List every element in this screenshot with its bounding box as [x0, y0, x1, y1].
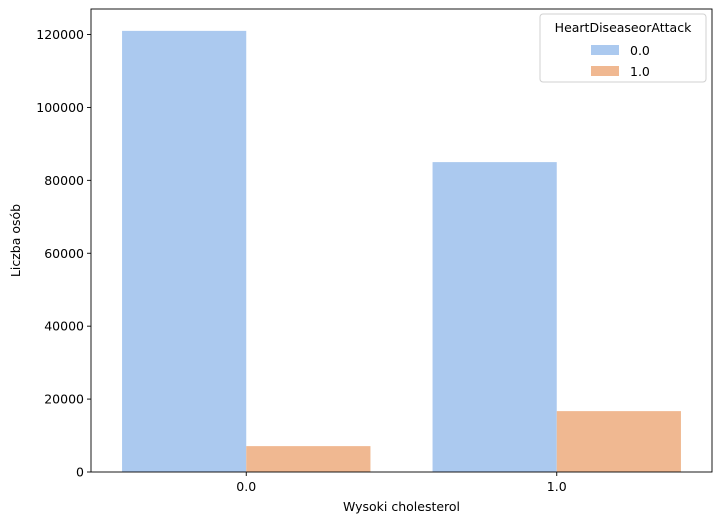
- plot-frame: [90, 8, 713, 473]
- legend: HeartDiseaseorAttack 0.01.0: [539, 13, 707, 83]
- legend-items: 0.01.0: [591, 43, 650, 79]
- y-tick-label: 100000: [36, 100, 84, 115]
- y-tick-label: 120000: [36, 27, 84, 42]
- x-tick-label: 0.0: [236, 479, 256, 494]
- y-tick-label: 20000: [44, 392, 84, 407]
- legend-swatch-1.0: [591, 66, 619, 76]
- bar-0.0-series-0.0: [122, 30, 247, 472]
- x-axis: 0.0 1.0: [236, 472, 567, 494]
- bars-group: [122, 30, 681, 472]
- legend-label-1.0: 1.0: [630, 64, 650, 79]
- legend-swatch-0.0: [591, 45, 619, 55]
- y-tick-label: 80000: [44, 173, 84, 188]
- legend-box: [539, 13, 707, 83]
- x-tick-label: 1.0: [547, 479, 567, 494]
- legend-title: HeartDiseaseorAttack: [555, 20, 692, 35]
- bar-0.0-series-1.0: [246, 446, 371, 472]
- bar-1.0-series-1.0: [556, 411, 681, 472]
- y-tick-label: 40000: [44, 319, 84, 334]
- y-axis-label: Liczba osób: [8, 204, 23, 277]
- y-tick-label: 60000: [44, 246, 84, 261]
- y-axis: 0 20000 40000 60000 80000 100000 120000: [36, 27, 91, 480]
- x-axis-label: Wysoki cholesterol: [343, 499, 460, 514]
- plot-border: [90, 8, 713, 473]
- legend-label-0.0: 0.0: [630, 43, 650, 58]
- y-tick-label: 0: [76, 465, 84, 480]
- bar-1.0-series-0.0: [432, 162, 557, 472]
